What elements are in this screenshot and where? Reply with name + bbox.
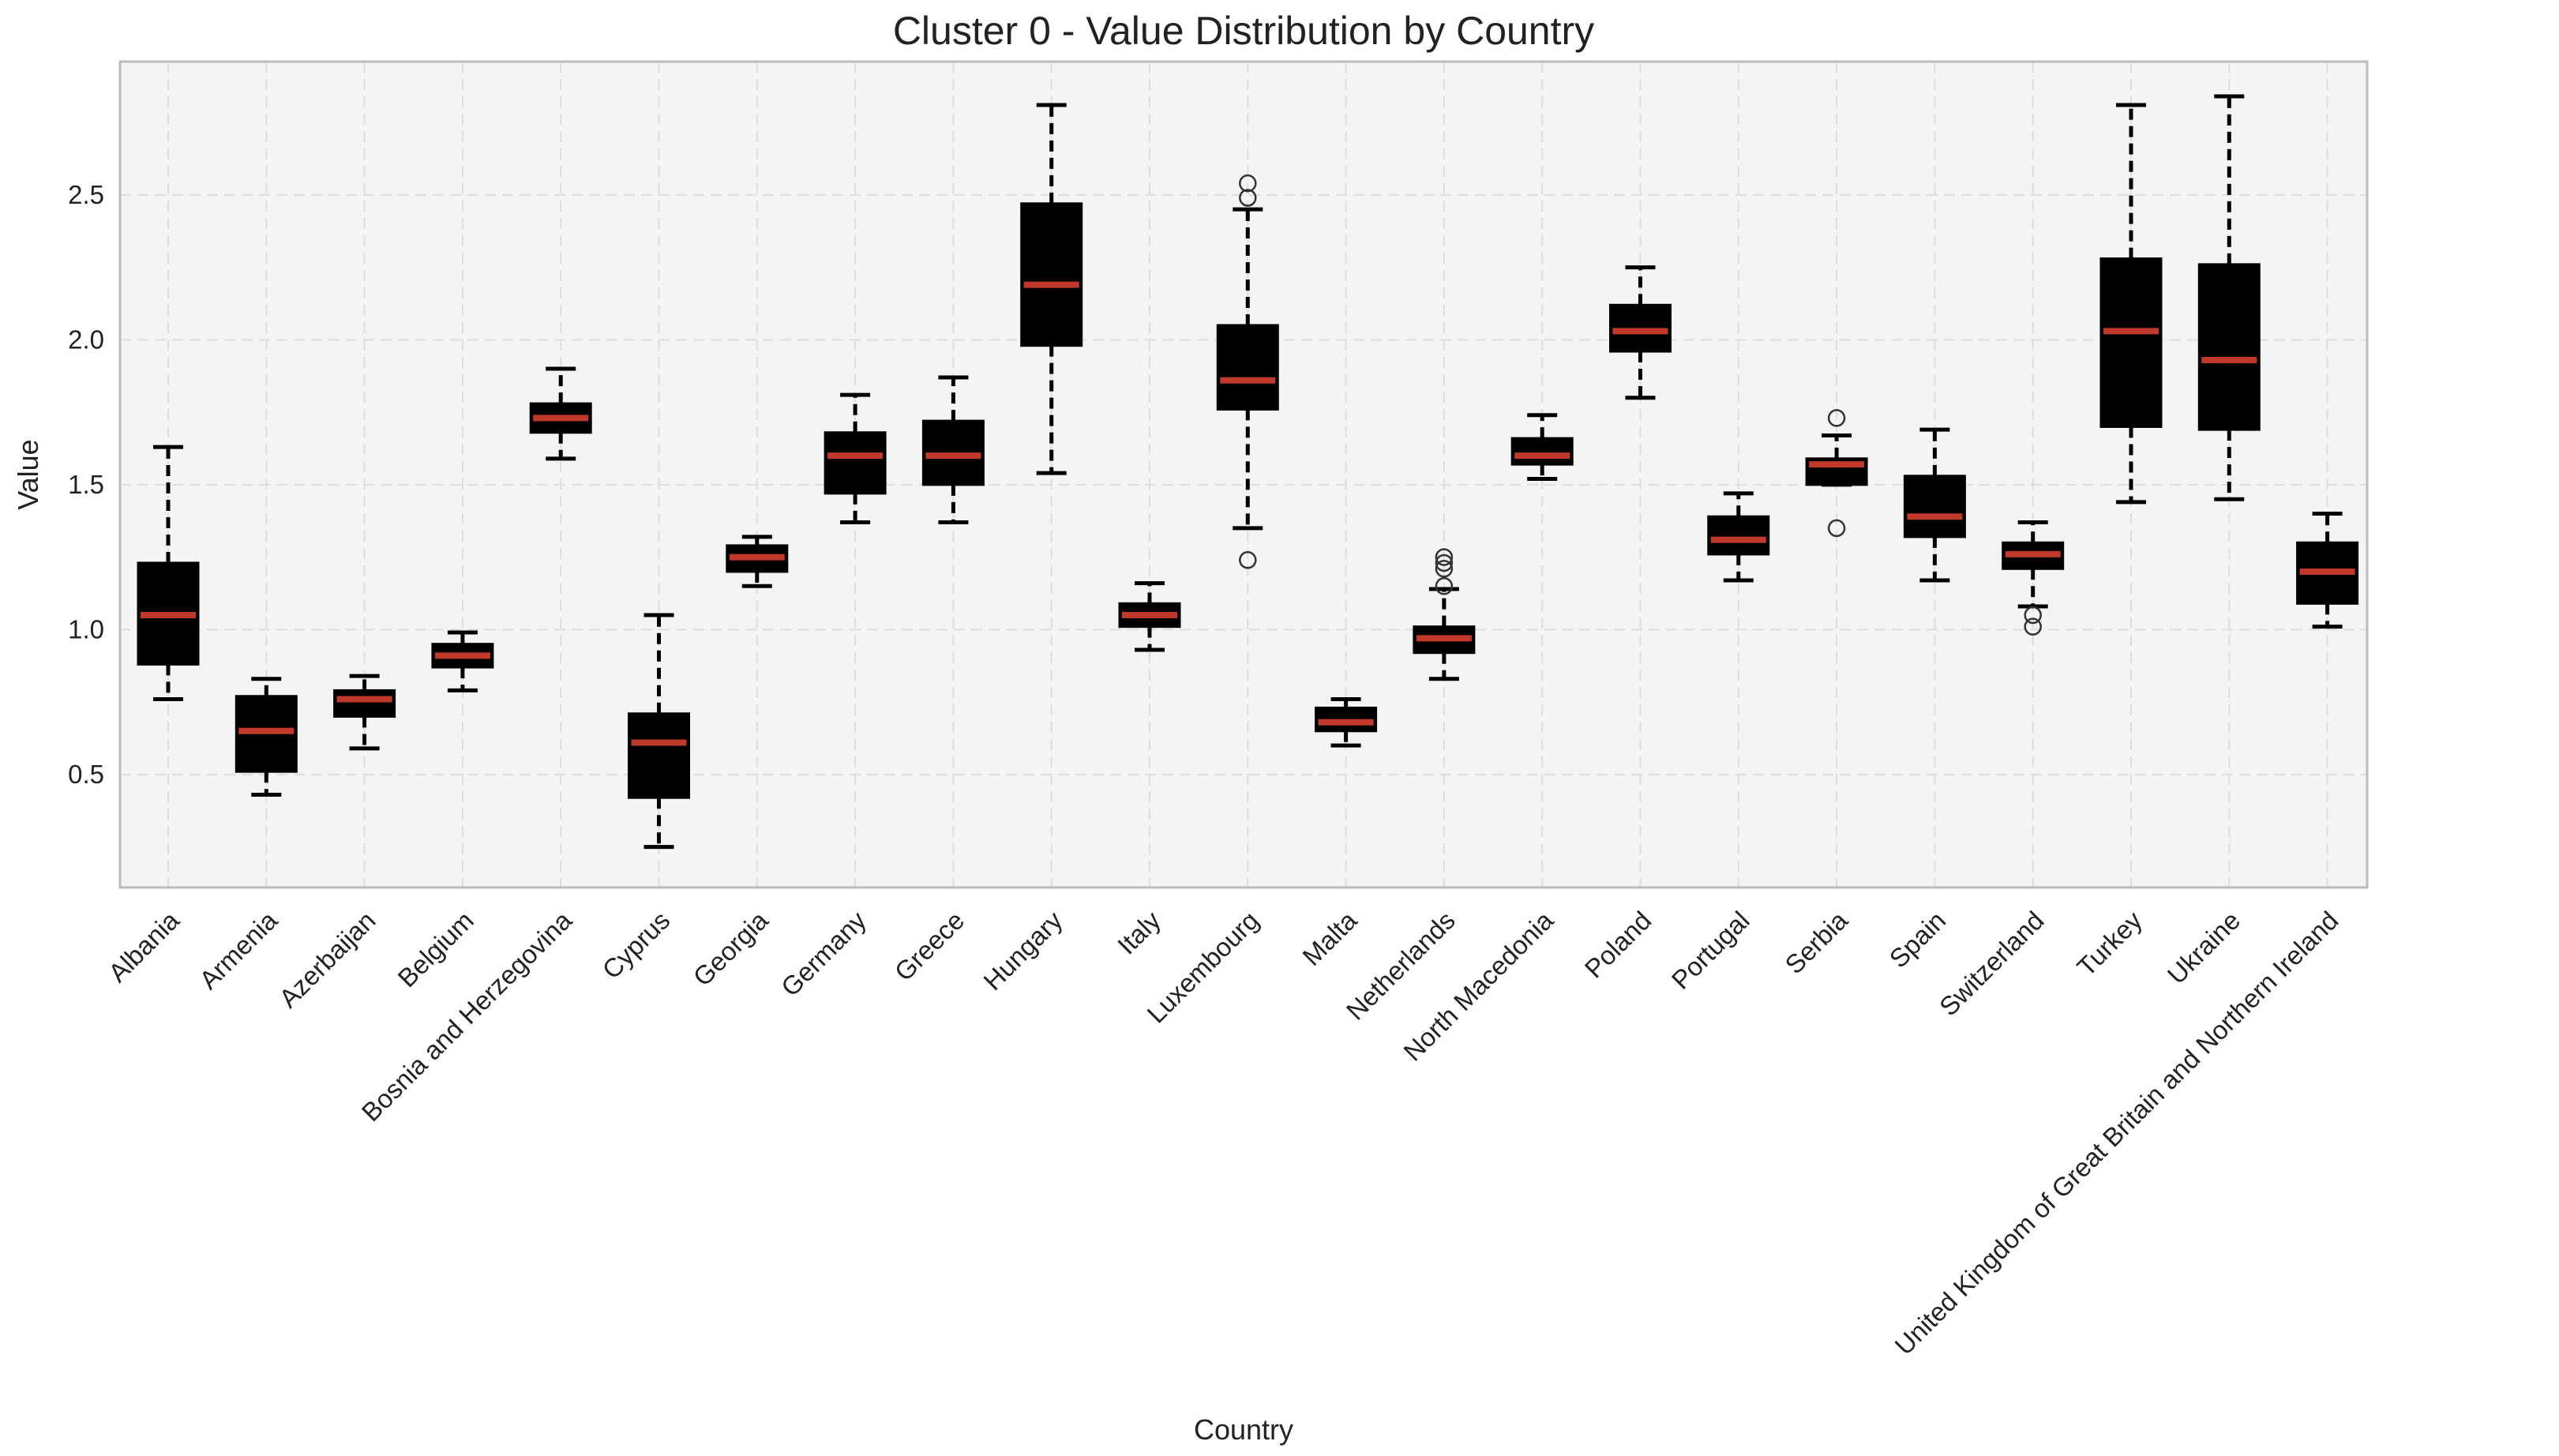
iqr-box — [1020, 202, 1083, 347]
box-bosnia-and-herzegovina — [529, 366, 592, 461]
x-tick-label: United Kingdom of Great Britain and Nort… — [1889, 906, 2343, 1360]
box-greece — [921, 375, 985, 525]
box-albania — [137, 445, 200, 701]
iqr-box — [628, 712, 690, 799]
y-axis-ticks: 0.5 1.0 1.5 2.0 2.5 — [68, 180, 104, 789]
outlier-point — [1435, 554, 1454, 572]
y-tick-label: 1.5 — [68, 470, 104, 499]
y-tick-label: 1.0 — [68, 614, 104, 644]
iqr-box — [1216, 324, 1279, 411]
x-tick-label: Switzerland — [1934, 906, 2050, 1022]
plot-area — [120, 62, 2367, 887]
x-tick-label: Turkey — [2071, 905, 2148, 981]
outlier-point — [2024, 606, 2042, 625]
outlier-point — [1827, 409, 1846, 427]
outlier-point — [1435, 577, 1454, 595]
chart-title: Cluster 0 - Value Distribution by Countr… — [893, 9, 1594, 53]
iqr-box — [824, 431, 887, 495]
box-portugal — [1707, 491, 1770, 583]
x-axis-label: Country — [1194, 1413, 1293, 1446]
x-tick-label: Ukraine — [2162, 906, 2246, 990]
outlier-point — [1239, 551, 1257, 569]
x-tick-label: Malta — [1296, 905, 1363, 971]
box-united-kingdom-of-great-britain-and-northern-ireland — [2296, 512, 2359, 629]
x-tick-label: Poland — [1579, 906, 1657, 984]
outlier-point — [1239, 174, 1257, 193]
box-armenia — [235, 677, 298, 797]
box-switzerland — [2002, 520, 2065, 636]
x-tick-label: Portugal — [1666, 906, 1755, 995]
box-serbia — [1805, 409, 1868, 538]
box-ukraine — [2197, 94, 2261, 501]
x-tick-label: Cyprus — [596, 906, 675, 985]
x-tick-label: Albania — [103, 905, 185, 987]
x-tick-label: Hungary — [977, 905, 1068, 996]
plot-frame — [118, 60, 2369, 889]
x-tick-label: Serbia — [1779, 905, 1853, 979]
outlier-point — [1435, 548, 1454, 566]
box-north-macedonia — [1510, 413, 1574, 482]
x-tick-label: Greece — [889, 906, 970, 987]
x-tick-label: Spain — [1884, 906, 1952, 974]
iqr-box — [2099, 257, 2163, 428]
box-poland — [1609, 265, 1672, 400]
boxes — [137, 94, 2359, 850]
y-tick-label: 2.5 — [68, 180, 104, 209]
box-cyprus — [628, 613, 690, 850]
x-tick-label: Belgium — [392, 906, 478, 993]
box-luxembourg — [1216, 174, 1279, 569]
box-netherlands — [1413, 548, 1476, 681]
outlier-point — [1827, 519, 1846, 538]
outlier-point — [2024, 617, 2042, 636]
box-italy — [1118, 581, 1181, 652]
x-tick-label: Italy — [1112, 905, 1166, 959]
box-malta — [1315, 696, 1378, 748]
x-tick-label: Georgia — [688, 905, 775, 992]
box-azerbaijan — [333, 674, 396, 751]
box-hungary — [1020, 103, 1083, 475]
iqr-box — [1510, 437, 1574, 466]
box-turkey — [2099, 103, 2163, 505]
x-tick-label: Azerbaijan — [273, 906, 381, 1013]
y-tick-label: 2.0 — [68, 325, 104, 354]
y-axis-label: Value — [12, 439, 44, 509]
y-tick-label: 0.5 — [68, 760, 104, 789]
outlier-point — [1435, 560, 1454, 578]
box-georgia — [726, 535, 789, 588]
x-tick-label: Germany — [775, 905, 872, 1001]
x-tick-label: Armenia — [193, 905, 283, 995]
box-germany — [824, 392, 887, 525]
iqr-box — [2197, 263, 2261, 431]
outlier-point — [1239, 189, 1257, 207]
iqr-box — [333, 689, 396, 718]
box-belgium — [431, 630, 494, 692]
iqr-box — [1707, 515, 1770, 556]
box-spain — [1903, 427, 1966, 583]
iqr-box — [1903, 475, 1966, 538]
